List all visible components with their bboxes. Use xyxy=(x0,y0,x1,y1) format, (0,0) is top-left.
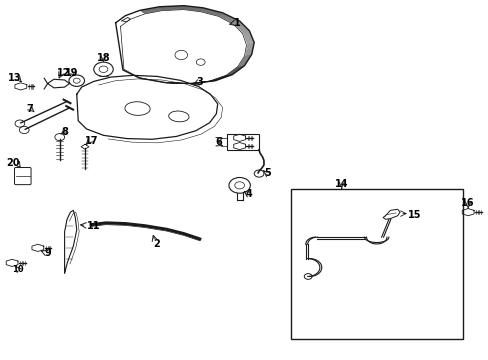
Text: 11: 11 xyxy=(87,221,101,231)
Bar xyxy=(226,134,258,150)
Bar xyxy=(290,189,462,339)
Text: 15: 15 xyxy=(407,210,421,220)
Text: 14: 14 xyxy=(334,179,348,189)
Text: 8: 8 xyxy=(61,127,68,137)
Text: 1: 1 xyxy=(233,18,240,28)
Text: 6: 6 xyxy=(215,137,222,147)
Text: 10: 10 xyxy=(12,265,23,274)
Text: 3: 3 xyxy=(196,77,203,87)
Text: 5: 5 xyxy=(264,168,271,178)
Text: 4: 4 xyxy=(245,189,252,199)
Text: 20: 20 xyxy=(6,158,20,168)
Text: 17: 17 xyxy=(84,136,98,146)
Text: 9: 9 xyxy=(44,248,51,258)
Text: 19: 19 xyxy=(65,68,79,78)
Text: 7: 7 xyxy=(26,104,33,113)
Text: 2: 2 xyxy=(153,239,160,249)
Text: 18: 18 xyxy=(97,53,110,63)
Text: 12: 12 xyxy=(57,68,70,78)
Text: 13: 13 xyxy=(8,73,21,83)
Text: 16: 16 xyxy=(461,198,474,208)
